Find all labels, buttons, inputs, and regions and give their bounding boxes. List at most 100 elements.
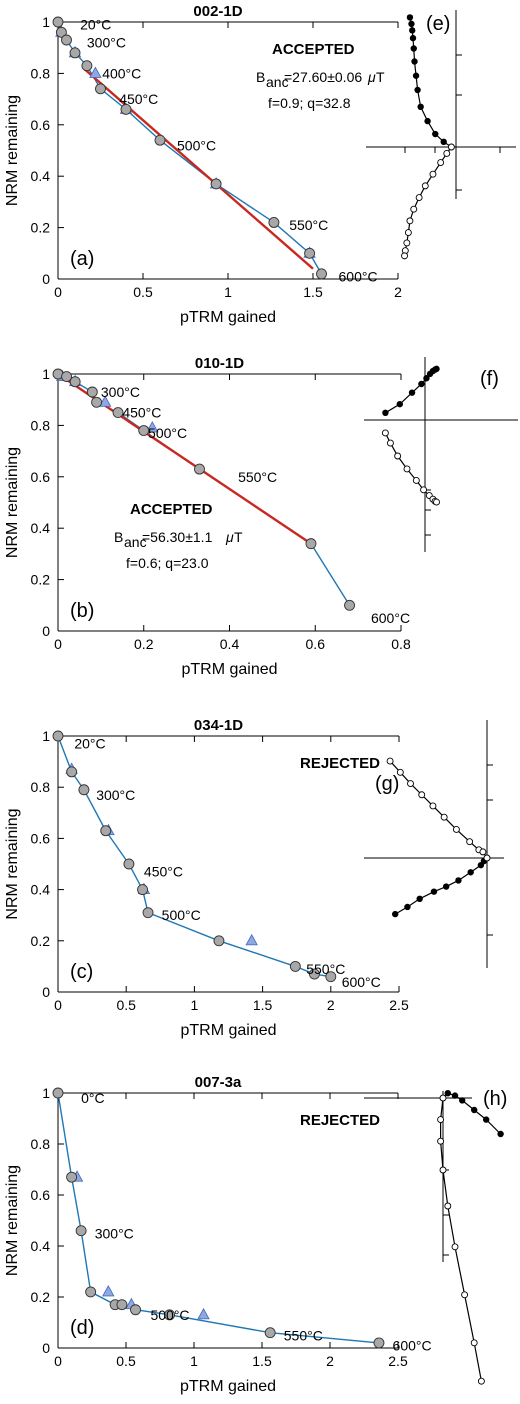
data-point xyxy=(213,935,225,947)
data-point xyxy=(164,1309,175,1321)
x-tick-label: 2 xyxy=(327,997,335,1013)
data-point xyxy=(194,463,205,475)
panel-label: (b) xyxy=(70,600,94,622)
banc-value: =27.60±0.06 xyxy=(284,69,362,85)
zij-filled-point xyxy=(409,34,417,42)
zij-open-point xyxy=(439,1094,447,1102)
data-point xyxy=(112,407,124,418)
zijderveld-inset-1: (e) xyxy=(366,10,516,260)
x-tick-label: 0.6 xyxy=(306,636,326,652)
zij-open-point xyxy=(443,150,451,157)
zij-open-point xyxy=(439,1166,447,1174)
zij-open-point xyxy=(466,838,474,846)
data-point xyxy=(55,26,67,38)
zij-filled-point xyxy=(411,58,418,65)
data-point xyxy=(75,1225,87,1237)
zij-open-point xyxy=(429,170,437,178)
banc-unit: T xyxy=(376,69,385,85)
banc-mu: μ xyxy=(225,529,234,545)
zij-filled-point xyxy=(417,103,424,111)
banc-subscript: anc xyxy=(124,534,147,550)
data-point xyxy=(95,83,106,95)
temperature-label: 550°C xyxy=(306,961,345,977)
zijderveld-inset-3: (g) xyxy=(364,720,504,968)
x-tick-label: 2.5 xyxy=(388,1353,408,1369)
status-label: ACCEPTED xyxy=(130,501,213,518)
zij-open-point xyxy=(451,1243,459,1251)
temperature-label: 600°C xyxy=(371,610,410,626)
data-point xyxy=(91,396,103,408)
x-tick-label: 0 xyxy=(54,636,62,652)
zij-filled-point xyxy=(467,869,474,876)
temperature-label: 500°C xyxy=(177,137,216,153)
zij-panel-label: (g) xyxy=(375,773,399,795)
data-point xyxy=(344,599,355,611)
x-tick-label: 0.5 xyxy=(133,284,153,300)
y-tick-label: 0.2 xyxy=(31,220,51,236)
data-point xyxy=(268,217,280,228)
zij-filled-point xyxy=(410,45,417,52)
x-axis-label: pTRM gained xyxy=(180,309,276,326)
check-point xyxy=(245,933,258,946)
fq-stats: f=0.9; q=32.8 xyxy=(268,95,351,111)
y-tick-label: 0.4 xyxy=(31,882,51,898)
check-point xyxy=(89,66,102,78)
zij-panel-label: (e) xyxy=(426,13,450,35)
data-point xyxy=(289,960,301,972)
y-axis-label: NRM remaining xyxy=(4,95,21,206)
data-line xyxy=(57,1092,380,1344)
zij-filled-point xyxy=(408,389,416,396)
zij-filled-point xyxy=(408,20,415,28)
temperature-label: 300°C xyxy=(87,35,126,51)
data-point xyxy=(86,386,98,398)
zij-horizontal-projection xyxy=(409,17,452,148)
x-tick-label: 0.5 xyxy=(116,1353,136,1369)
temperature-label: 550°C xyxy=(289,217,328,233)
temperature-label: 500°C xyxy=(162,907,201,923)
zij-open-point xyxy=(386,439,394,447)
temperature-label: 300°C xyxy=(95,1225,134,1241)
banc-subscript: anc xyxy=(266,74,289,90)
zij-open-point xyxy=(403,239,411,247)
chart-title: 034-1D xyxy=(194,717,243,734)
zijderveld-inset-2: (f) xyxy=(364,357,518,552)
x-tick-label: 2 xyxy=(326,1353,334,1369)
check-point xyxy=(102,1284,115,1297)
temperature-label: 550°C xyxy=(284,1327,323,1343)
data-point xyxy=(305,538,317,550)
y-tick-label: 0.8 xyxy=(31,417,51,433)
zij-filled-point xyxy=(497,1130,504,1138)
zij-filled-point xyxy=(444,1090,451,1097)
zij-vertical-projection xyxy=(440,1097,482,1382)
x-tick-label: 0.2 xyxy=(134,636,154,652)
banc-mu: μ xyxy=(367,69,376,85)
x-tick-label: 1.5 xyxy=(253,997,273,1013)
x-tick-label: 1 xyxy=(190,1353,198,1369)
zij-open-point xyxy=(410,205,418,213)
y-tick-label: 0.8 xyxy=(31,1136,51,1152)
zij-open-point xyxy=(437,1116,445,1124)
chart-panel-4: 0 0.5 1 1.5 2 2.5 0 0.2 0.4 0.6 0.8 1 pTRM gained NRM… xyxy=(4,1074,432,1395)
zijderveld-inset-4: (h) xyxy=(364,1088,507,1385)
chart-panel-1: 0 0.5 1 1.5 2 0 0.2 0.4 0.6 0.8 1 pTRM gained NRM re… xyxy=(4,3,402,326)
data-point xyxy=(130,1304,141,1316)
zij-open-point xyxy=(479,848,487,856)
y-tick-label: 1 xyxy=(42,1085,50,1101)
zij-filled-point xyxy=(455,877,462,884)
y-tick-label: 0.2 xyxy=(31,933,51,949)
data-point xyxy=(264,1327,276,1339)
zij-filled-point xyxy=(459,1097,466,1104)
data-point xyxy=(116,1299,128,1311)
x-tick-label: 0.4 xyxy=(220,636,240,652)
temperature-label: 0°C xyxy=(81,1090,105,1106)
y-axis-label: NRM remaining xyxy=(4,1165,21,1276)
data-point xyxy=(52,1087,64,1099)
panel-label: (c) xyxy=(70,961,93,983)
panel-label: (a) xyxy=(70,248,94,270)
data-point xyxy=(373,1337,385,1349)
temperature-label: 300°C xyxy=(101,384,140,400)
y-tick-label: 0.6 xyxy=(31,117,51,133)
temperature-label: 450°C xyxy=(119,91,158,107)
data-point xyxy=(61,371,73,383)
x-axis-label: pTRM gained xyxy=(181,661,277,678)
